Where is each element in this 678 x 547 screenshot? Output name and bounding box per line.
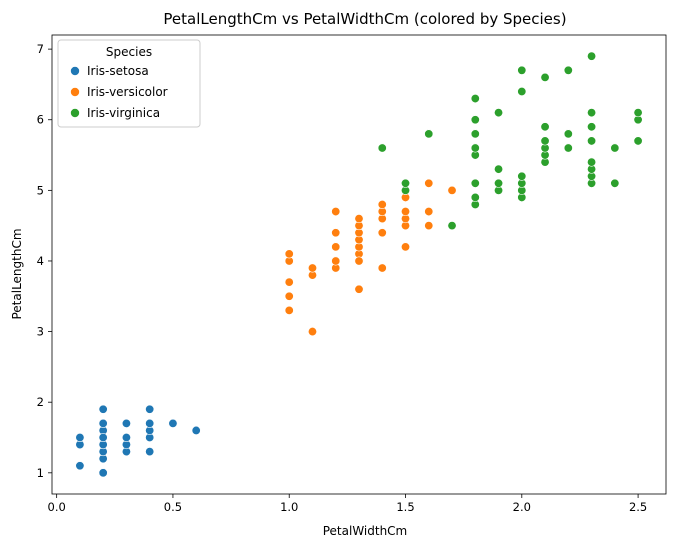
data-point <box>284 277 294 287</box>
series-0 <box>75 404 201 478</box>
data-point <box>98 418 108 428</box>
x-tick-label: 2.0 <box>513 500 531 514</box>
data-point <box>354 256 364 266</box>
legend-title: Species <box>106 45 152 59</box>
x-tick-label: 1.5 <box>396 500 414 514</box>
data-point <box>98 433 108 443</box>
data-point <box>331 256 341 266</box>
data-point <box>587 108 597 118</box>
x-tick-label: 0.0 <box>48 500 66 514</box>
x-axis: 0.0 0.5 1.0 1.5 2.0 2.5 <box>48 494 647 514</box>
legend-box <box>57 39 201 128</box>
y-tick-label: 7 <box>37 42 44 56</box>
data-point <box>121 418 131 428</box>
data-point <box>587 136 597 146</box>
data-point <box>424 207 434 217</box>
data-point <box>563 65 573 75</box>
data-point <box>401 242 411 252</box>
data-point <box>587 122 597 132</box>
data-point <box>540 72 550 82</box>
y-tick-label: 5 <box>37 183 44 197</box>
y-tick-label: 6 <box>37 113 44 127</box>
y-axis-label: PetalLengthCm <box>10 228 24 319</box>
data-point <box>284 249 294 259</box>
data-point <box>517 65 527 75</box>
data-point <box>424 221 434 231</box>
legend-marker <box>70 108 80 118</box>
data-point <box>377 143 387 153</box>
data-point <box>377 228 387 238</box>
y-tick-label: 1 <box>37 466 44 480</box>
y-tick-label: 3 <box>37 325 44 339</box>
data-point <box>494 164 504 174</box>
data-point <box>331 242 341 252</box>
legend-entry: Iris-virginica <box>87 106 160 120</box>
legend-entry: Iris-setosa <box>87 64 149 78</box>
data-point <box>75 433 85 443</box>
data-point <box>494 178 504 188</box>
data-point <box>470 143 480 153</box>
chart-title: PetalLengthCm vs PetalWidthCm (colored b… <box>163 10 566 28</box>
x-axis-label: PetalWidthCm <box>323 524 408 538</box>
data-point <box>145 447 155 457</box>
data-point <box>121 433 131 443</box>
data-point <box>633 136 643 146</box>
legend-marker <box>70 66 80 76</box>
data-point <box>587 51 597 61</box>
data-point <box>470 129 480 139</box>
data-point <box>145 418 155 428</box>
data-point <box>470 115 480 125</box>
data-point <box>633 108 643 118</box>
data-point <box>470 178 480 188</box>
data-point <box>587 157 597 167</box>
x-tick-label: 1.0 <box>280 500 298 514</box>
legend-marker <box>70 87 80 97</box>
data-point <box>447 221 457 231</box>
data-point <box>540 136 550 146</box>
data-point <box>145 404 155 414</box>
data-point <box>307 263 317 273</box>
data-point <box>284 305 294 315</box>
legend: Species Iris-setosa Iris-versicolor Iris-vi… <box>57 39 201 128</box>
data-point <box>563 143 573 153</box>
data-point <box>470 94 480 104</box>
data-point <box>377 263 387 273</box>
data-point <box>494 108 504 118</box>
data-point <box>331 228 341 238</box>
data-point <box>284 291 294 301</box>
data-point <box>191 425 201 435</box>
data-point <box>424 178 434 188</box>
data-point <box>98 404 108 414</box>
data-point <box>354 284 364 294</box>
data-point <box>401 207 411 217</box>
data-point <box>517 86 527 96</box>
data-point <box>168 418 178 428</box>
data-point <box>563 129 573 139</box>
x-tick-label: 2.5 <box>629 500 647 514</box>
data-point <box>540 122 550 132</box>
data-point <box>331 207 341 217</box>
data-point <box>447 185 457 195</box>
data-point <box>354 214 364 224</box>
data-point <box>377 199 387 209</box>
data-point <box>424 129 434 139</box>
data-point <box>75 461 85 471</box>
y-tick-label: 4 <box>37 254 44 268</box>
y-tick-label: 2 <box>37 395 44 409</box>
data-point <box>470 192 480 202</box>
x-tick-label: 0.5 <box>164 500 182 514</box>
data-point <box>610 143 620 153</box>
data-point <box>517 171 527 181</box>
data-point <box>610 178 620 188</box>
data-point <box>307 327 317 337</box>
legend-entry: Iris-versicolor <box>87 85 168 99</box>
series-2 <box>377 51 643 231</box>
data-point <box>98 468 108 478</box>
data-point <box>401 178 411 188</box>
y-axis: 1 2 3 4 5 6 7 <box>37 42 52 480</box>
